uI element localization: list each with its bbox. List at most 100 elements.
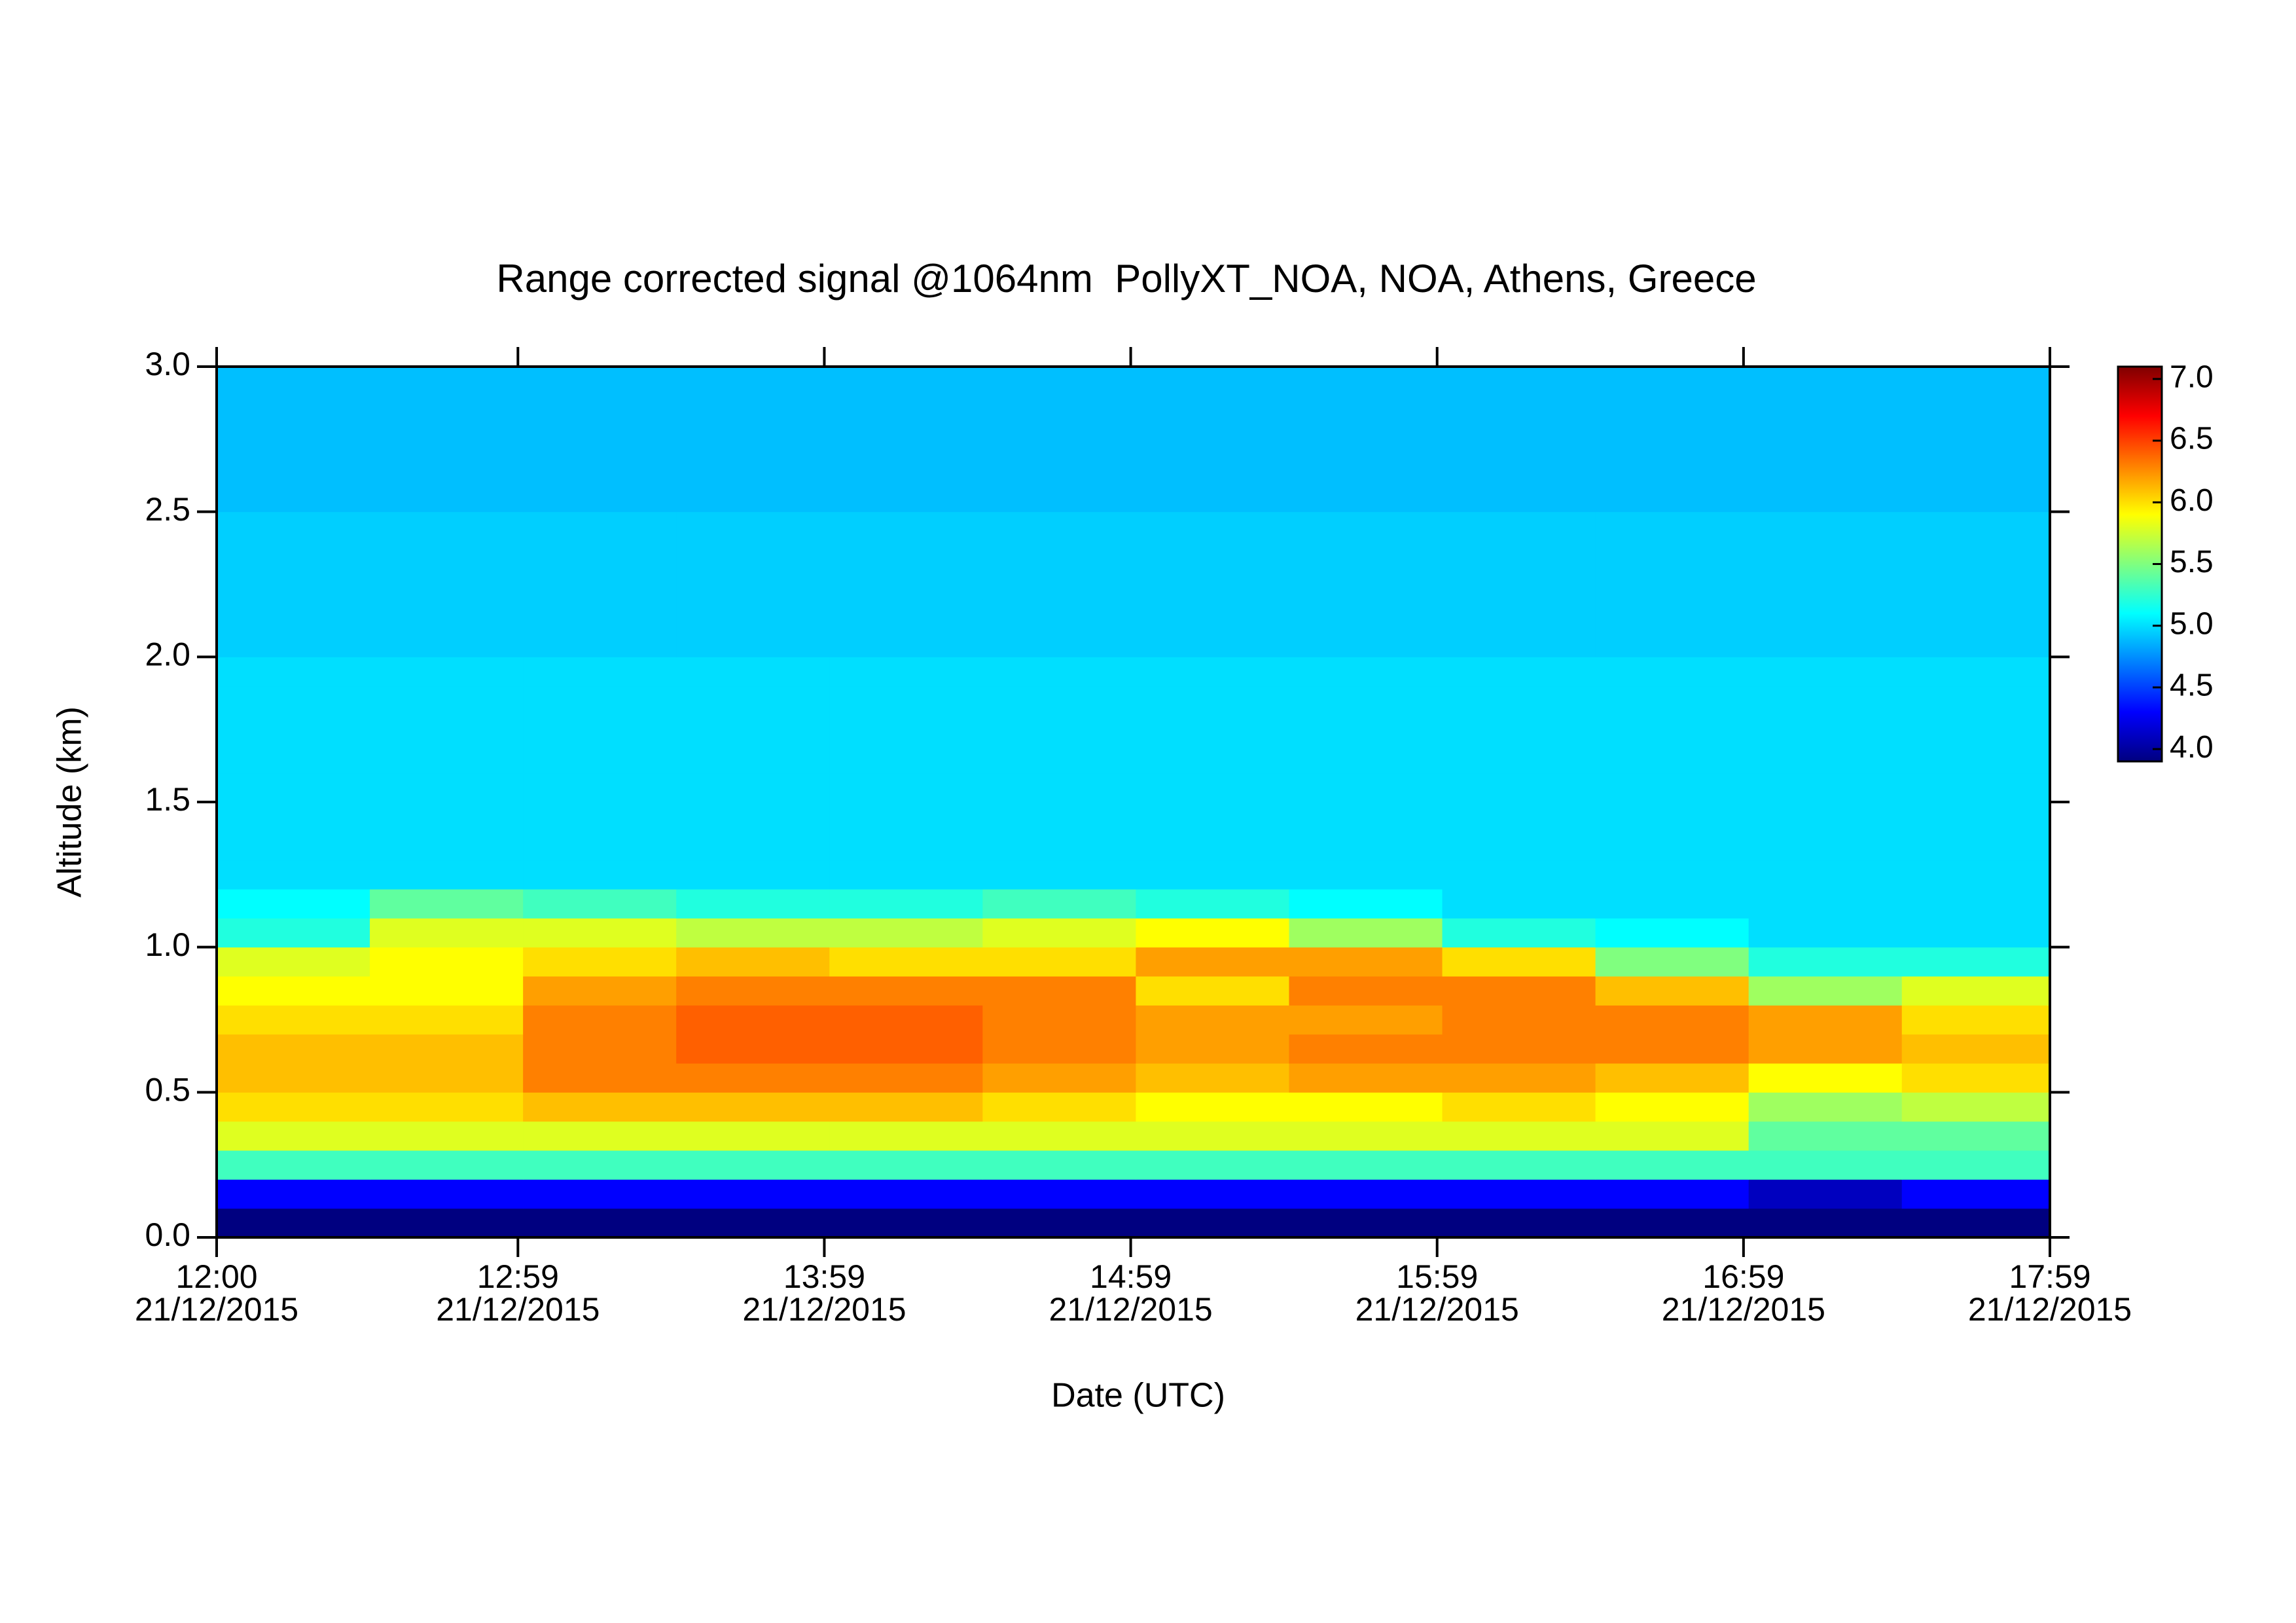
heatmap-cell [1289,831,1443,861]
colorbar-tick-label: 4.0 [2170,730,2214,765]
heatmap-cell [1136,1179,1289,1209]
heatmap-cell [217,976,370,1006]
heatmap-cell [1136,424,1289,454]
heatmap-cell [829,1208,983,1237]
heatmap-cell [982,1092,1136,1122]
heatmap-cell [1901,715,2050,744]
heatmap-cell [370,1121,524,1151]
heatmap-cell [1442,570,1596,600]
y-tick-label: 2.5 [145,491,190,528]
heatmap-cell [523,976,677,1006]
heatmap-cell [1289,976,1443,1006]
heatmap-cell [1289,1179,1443,1209]
heatmap-cell [370,1005,524,1035]
heatmap-cell [217,598,370,629]
heatmap-cell [1748,511,1903,541]
heatmap-cell [370,918,524,948]
heatmap-cell [829,889,983,919]
heatmap-cell [1136,483,1289,513]
heatmap-cell [523,454,677,483]
heatmap-cell [1289,454,1443,483]
heatmap-cell [982,1208,1136,1237]
x-axis-title: Date (UTC) [1051,1377,1225,1415]
y-tick-label: 0.0 [145,1216,190,1253]
heatmap-cell [1136,918,1289,948]
heatmap-cell [1901,454,2050,483]
heatmap-cell [982,685,1136,716]
heatmap-cell [829,773,983,803]
heatmap-cell [1595,483,1749,513]
heatmap-cell [370,454,524,483]
heatmap-cell [1442,1121,1596,1151]
heatmap-cell [1748,1121,1903,1151]
heatmap-cell [1748,483,1903,513]
x-tick-label: 13:59 21/12/2015 [742,1258,906,1328]
heatmap-cell [982,570,1136,600]
heatmap-cell [1136,1150,1289,1180]
heatmap-cell [1136,1005,1289,1035]
y-tick-label: 1.5 [145,781,190,818]
heatmap-cell [217,831,370,861]
heatmap-cell [1136,1208,1289,1237]
heatmap-cell [523,802,677,831]
heatmap-cell [982,889,1136,919]
x-tick-label: 12:00 21/12/2015 [134,1258,299,1328]
heatmap-cell [1901,1092,2050,1122]
heatmap-cell [1442,1005,1596,1035]
heatmap-cell [1442,395,1596,426]
heatmap-cell [1901,1005,2050,1035]
heatmap-cell [1748,918,1903,948]
heatmap-cell [982,976,1136,1006]
heatmap-cell [1289,773,1443,803]
heatmap-cell [1901,685,2050,716]
heatmap-cell [523,628,677,657]
heatmap-cell [1289,511,1443,541]
heatmap-cell [523,831,677,861]
heatmap-cell [1748,1034,1903,1064]
heatmap-cell [829,1034,983,1064]
heatmap-cell [1748,541,1903,570]
heatmap-cell [370,831,524,861]
heatmap-cell [982,744,1136,774]
heatmap-cell [829,598,983,629]
heatmap-cell [1442,1179,1596,1209]
heatmap-cell [982,1034,1136,1064]
heatmap-cell [370,744,524,774]
heatmap-cell [829,1063,983,1093]
heatmap-cell [829,395,983,426]
y-axis-title: Altitude (km) [51,706,89,898]
heatmap-cell [1901,1121,2050,1151]
heatmap-cell [982,628,1136,657]
heatmap-cell [676,657,830,687]
heatmap-cell [1136,802,1289,831]
heatmap-cell [1289,541,1443,570]
heatmap-cell [1595,511,1749,541]
heatmap-cell [1289,367,1443,396]
heatmap-cell [829,802,983,831]
heatmap-cell [1136,598,1289,629]
heatmap-cell [370,1092,524,1122]
heatmap-cell [217,1121,370,1151]
heatmap-cell [1289,1208,1443,1237]
colorbar-tick-label: 4.5 [2170,668,2214,703]
heatmap-cell [1136,454,1289,483]
heatmap-cell [370,715,524,744]
heatmap-cell [1442,715,1596,744]
heatmap-cell [1595,976,1749,1006]
heatmap-cell [676,802,830,831]
heatmap-cell [829,454,983,483]
heatmap-cell [1901,1063,2050,1093]
heatmap-cell [370,1034,524,1064]
heatmap-cell [1289,395,1443,426]
heatmap-cell [676,570,830,600]
heatmap-cell [1289,570,1443,600]
heatmap-cell [1289,889,1443,919]
heatmap-cell [676,511,830,541]
heatmap-cell [1442,1150,1596,1180]
colorbar-tick-label: 6.0 [2170,483,2214,518]
heatmap-cell [676,947,830,977]
heatmap-cell [676,773,830,803]
heatmap-cell [370,628,524,657]
heatmap-cell [1136,628,1289,657]
heatmap-cell [523,715,677,744]
